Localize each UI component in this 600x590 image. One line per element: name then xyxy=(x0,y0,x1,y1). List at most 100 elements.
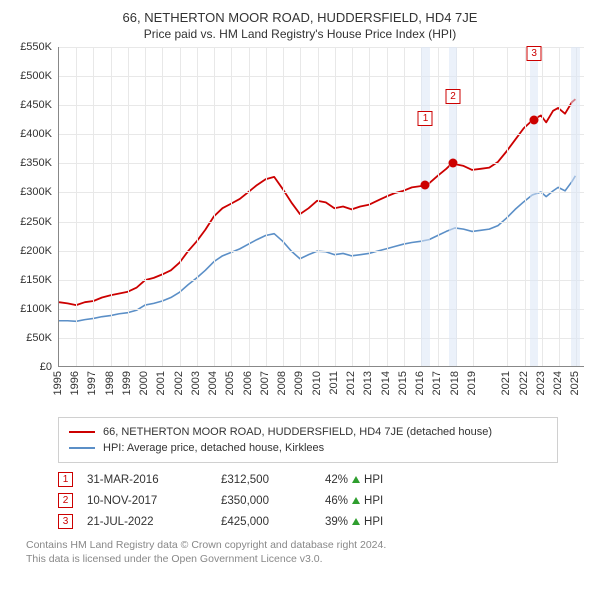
x-tick-label: 1997 xyxy=(86,371,98,395)
arrow-up-icon xyxy=(352,518,360,525)
legend-label: 66, NETHERTON MOOR ROAD, HUDDERSFIELD, H… xyxy=(103,426,492,438)
sale-row: 131-MAR-2016£312,50042%HPI xyxy=(58,469,558,490)
y-tick-label: £300K xyxy=(20,186,52,198)
x-tick-label: 2025 xyxy=(569,371,581,395)
chart-title: 66, NETHERTON MOOR ROAD, HUDDERSFIELD, H… xyxy=(14,10,586,25)
x-tick-label: 2005 xyxy=(224,371,236,395)
gridline-horizontal xyxy=(59,192,584,193)
sale-marker-label: 1 xyxy=(418,111,433,126)
gridline-vertical xyxy=(352,47,353,366)
gridline-horizontal xyxy=(59,105,584,106)
gridline-vertical xyxy=(93,47,94,366)
sale-index-badge: 2 xyxy=(58,493,73,508)
arrow-up-icon xyxy=(352,476,360,483)
x-tick-label: 2024 xyxy=(552,371,564,395)
sale-marker-label: 2 xyxy=(446,89,461,104)
sales-table: 131-MAR-2016£312,50042%HPI210-NOV-2017£3… xyxy=(58,469,558,532)
gridline-horizontal xyxy=(59,251,584,252)
x-tick-label: 1995 xyxy=(52,371,64,395)
y-tick-label: £50K xyxy=(26,332,52,344)
highlight-band xyxy=(571,47,580,366)
arrow-up-icon xyxy=(352,497,360,504)
x-tick-label: 2007 xyxy=(259,371,271,395)
gridline-horizontal xyxy=(59,338,584,339)
x-tick-label: 1996 xyxy=(69,371,81,395)
gridline-vertical xyxy=(197,47,198,366)
sale-diff-suffix: HPI xyxy=(364,474,383,486)
gridline-vertical xyxy=(145,47,146,366)
sale-diff: 39%HPI xyxy=(325,516,383,528)
gridline-vertical xyxy=(300,47,301,366)
gridline-vertical xyxy=(214,47,215,366)
chart-area: £0£50K£100K£150K£200K£250K£300K£350K£400… xyxy=(14,47,586,407)
x-tick-label: 2013 xyxy=(362,371,374,395)
gridline-horizontal xyxy=(59,76,584,77)
chart-container: 66, NETHERTON MOOR ROAD, HUDDERSFIELD, H… xyxy=(0,0,600,574)
gridline-vertical xyxy=(318,47,319,366)
gridline-vertical xyxy=(369,47,370,366)
sale-row: 3 21-JUL-2022 £425,000 39%HPI xyxy=(58,511,558,532)
chart-subtitle: Price paid vs. HM Land Registry's House … xyxy=(14,27,586,41)
gridline-vertical xyxy=(111,47,112,366)
gridline-horizontal xyxy=(59,280,584,281)
y-tick-label: £150K xyxy=(20,274,52,286)
sale-date: 10-NOV-2017 xyxy=(87,495,207,507)
gridline-vertical xyxy=(404,47,405,366)
gridline-vertical xyxy=(128,47,129,366)
sale-price: £425,000 xyxy=(221,516,311,528)
sale-date: 31-MAR-2016 xyxy=(87,474,207,486)
gridline-vertical xyxy=(387,47,388,366)
legend-swatch xyxy=(69,447,95,449)
x-tick-label: 2006 xyxy=(242,371,254,395)
x-tick-label: 2009 xyxy=(293,371,305,395)
y-tick-label: £200K xyxy=(20,245,52,257)
y-tick-label: £550K xyxy=(20,41,52,53)
y-tick-label: £500K xyxy=(20,70,52,82)
x-tick-label: 2017 xyxy=(431,371,443,395)
x-tick-label: 2004 xyxy=(207,371,219,395)
gridline-vertical xyxy=(162,47,163,366)
gridline-vertical xyxy=(559,47,560,366)
x-tick-label: 2003 xyxy=(190,371,202,395)
legend-item: 66, NETHERTON MOOR ROAD, HUDDERSFIELD, H… xyxy=(69,424,547,440)
plot-region: 12 3 xyxy=(58,47,584,367)
gridline-vertical xyxy=(249,47,250,366)
gridline-vertical xyxy=(76,47,77,366)
x-tick-label: 1999 xyxy=(121,371,133,395)
x-tick-label: 2023 xyxy=(535,371,547,395)
sale-marker-dot xyxy=(449,159,458,168)
x-tick-label: 2014 xyxy=(380,371,392,395)
gridline-vertical xyxy=(335,47,336,366)
y-tick-label: £100K xyxy=(20,303,52,315)
sale-marker-dot xyxy=(530,115,539,124)
gridline-vertical xyxy=(438,47,439,366)
highlight-band xyxy=(530,47,539,366)
sale-date: 21-JUL-2022 xyxy=(87,516,207,528)
legend-label: HPI: Average price, detached house, Kirk… xyxy=(103,442,324,454)
y-tick-label: £350K xyxy=(20,157,52,169)
gridline-vertical xyxy=(542,47,543,366)
gridline-vertical xyxy=(180,47,181,366)
y-tick-label: £400K xyxy=(20,128,52,140)
legend-swatch xyxy=(69,431,95,433)
sale-marker-label: 3 xyxy=(527,46,542,61)
x-axis: 1995199619971998199920002001200220032004… xyxy=(58,369,584,407)
sale-price: £350,000 xyxy=(221,495,311,507)
gridline-vertical xyxy=(473,47,474,366)
gridline-vertical xyxy=(525,47,526,366)
gridline-vertical xyxy=(266,47,267,366)
gridline-horizontal xyxy=(59,163,584,164)
sale-price: £312,500 xyxy=(221,474,311,486)
sale-marker-dot xyxy=(421,181,430,190)
sale-diff-suffix: HPI xyxy=(364,516,383,528)
gridline-horizontal xyxy=(59,47,584,48)
line-layer xyxy=(59,47,584,366)
sale-diff-pct: 42% xyxy=(325,474,348,486)
y-tick-label: £0 xyxy=(40,361,52,373)
x-tick-label: 2000 xyxy=(138,371,150,395)
gridline-vertical xyxy=(231,47,232,366)
x-tick-label: 2022 xyxy=(518,371,530,395)
gridline-horizontal xyxy=(59,134,584,135)
x-tick-label: 2019 xyxy=(466,371,478,395)
sale-index-badge: 3 xyxy=(58,514,73,529)
